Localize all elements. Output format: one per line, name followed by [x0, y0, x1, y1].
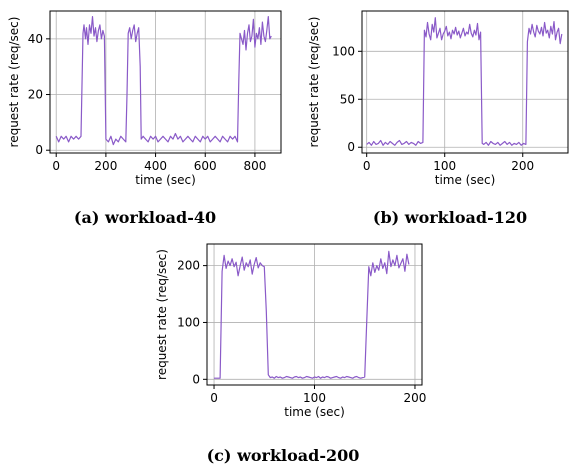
y-tick-label: 50: [340, 92, 355, 106]
caption-letter: (c): [207, 446, 237, 465]
x-tick-label: 600: [194, 159, 217, 173]
caption-text: workload-40: [104, 208, 216, 227]
panel-caption: (c) workload-200: [207, 446, 360, 465]
y-axis-label: request rate (req/sec): [155, 249, 169, 380]
series-line: [214, 250, 410, 379]
x-tick-label: 0: [52, 159, 60, 173]
x-tick-label: 200: [511, 159, 534, 173]
x-axis-label: time (sec): [135, 173, 196, 187]
x-tick-label: 100: [303, 391, 326, 405]
x-tick-label: 0: [210, 391, 218, 405]
y-tick-label: 200: [177, 259, 200, 273]
plot-frame: [361, 10, 569, 154]
caption-letter: (b): [373, 208, 405, 227]
chart-panel-1: 0 200 400 600 800 0 20 40 time (sec) request rate…: [7, 10, 282, 227]
plot-frame: [49, 10, 282, 154]
caption-text: workload-120: [404, 208, 527, 227]
x-tick-label: 0: [363, 159, 371, 173]
x-tick-label: 400: [144, 159, 167, 173]
chart-panel-3: 0 100 200 0 100 200 time (sec) request rate (re…: [155, 243, 427, 465]
series-line: [366, 17, 563, 146]
x-axis-label: time (sec): [435, 173, 496, 187]
y-tick-label: 100: [332, 44, 355, 58]
caption-text: workload-200: [236, 446, 359, 465]
x-tick-label: 100: [433, 159, 456, 173]
series-line: [55, 16, 272, 146]
x-tick-label: 800: [243, 159, 266, 173]
y-tick-label: 0: [35, 143, 43, 157]
y-tick-label: 20: [28, 88, 43, 102]
y-axis-label: request rate (req/sec): [7, 17, 21, 148]
caption-letter: (a): [74, 208, 105, 227]
x-tick-label: 200: [404, 391, 427, 405]
x-tick-label: 200: [94, 159, 117, 173]
y-tick-label: 0: [347, 140, 355, 154]
panel-caption: (a) workload-40: [74, 208, 216, 227]
y-axis-label: request rate (req/sec): [307, 17, 321, 148]
y-tick-label: 0: [192, 372, 200, 386]
x-axis-label: time (sec): [284, 405, 345, 419]
y-tick-label: 40: [28, 32, 43, 46]
panel-caption: (b) workload-120: [373, 208, 527, 227]
y-tick-label: 100: [177, 315, 200, 329]
